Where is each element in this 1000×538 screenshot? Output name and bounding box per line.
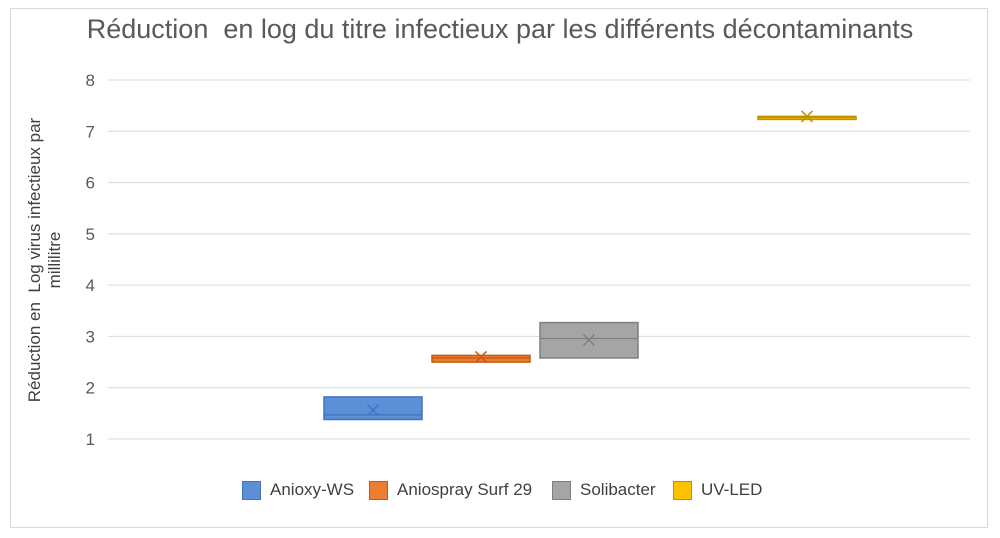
legend-label: UV-LED: [701, 480, 763, 499]
chart-title: Réduction en log du titre infectieux par…: [86, 14, 914, 44]
mean-marker-4: [800, 110, 814, 123]
y-tick-label: 2: [86, 379, 95, 398]
legend-swatch: [242, 480, 261, 500]
y-tick-label: 3: [86, 327, 95, 346]
legend-label: Solibacter: [580, 480, 656, 499]
legend-swatch: [552, 480, 571, 500]
legend-label: Aniospray Surf 29: [397, 480, 533, 499]
legend-swatch: [369, 480, 388, 500]
y-tick-label: 7: [86, 122, 95, 141]
mean-marker-2: [474, 350, 488, 363]
y-tick-label: 4: [86, 276, 95, 295]
mean-marker-3: [582, 333, 596, 347]
legend-item: Aniospray Surf 29: [369, 478, 532, 502]
box-2: [431, 354, 531, 363]
legend: Anioxy-WS Aniospray Surf 29 Solibacter UV-L…: [0, 478, 1000, 502]
chart-frame: [10, 8, 988, 528]
legend-item: Anioxy-WS: [242, 478, 354, 502]
legend-item: Solibacter: [552, 478, 656, 502]
mean-marker-1: [366, 404, 380, 417]
legend-swatch: [673, 480, 692, 500]
legend-item: UV-LED: [673, 478, 762, 502]
y-tick-label: 5: [86, 225, 95, 244]
box-1: [323, 396, 423, 421]
y-tick-label: 1: [86, 430, 95, 449]
y-tick-label: 6: [86, 174, 95, 193]
y-tick-label: 8: [86, 71, 95, 90]
legend-label: Anioxy-WS: [270, 480, 355, 499]
